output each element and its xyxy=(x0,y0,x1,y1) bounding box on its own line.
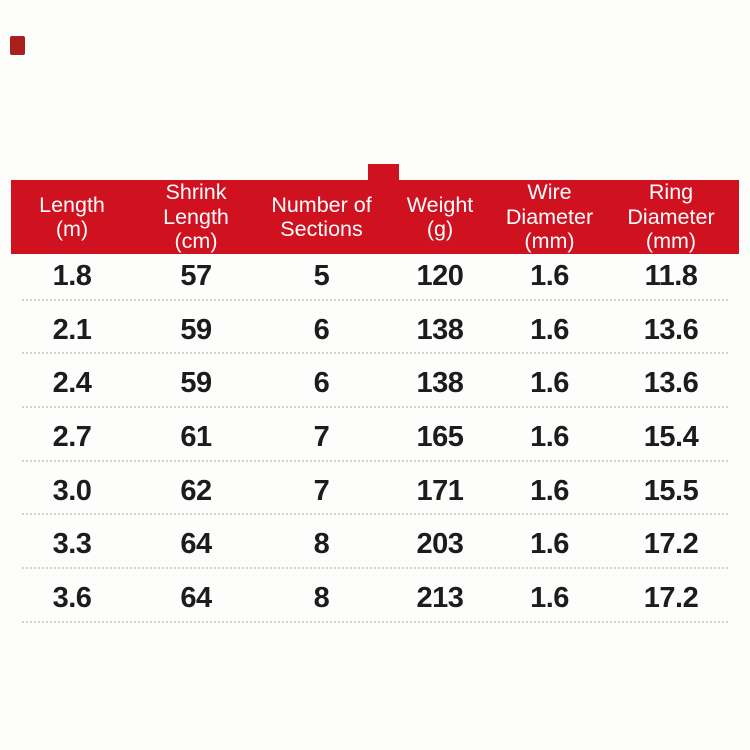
table-cell: 57 xyxy=(180,259,212,292)
table-cell: 138 xyxy=(416,313,464,346)
table-header-row: Length (m) Shrink Length (cm) Number of … xyxy=(11,180,739,254)
table-cell: 7 xyxy=(313,420,330,453)
table-cell: 59 xyxy=(180,313,212,346)
col-header-line: (g) xyxy=(426,217,454,241)
table-row: 2.1 59 6 138 1.6 13.6 xyxy=(11,301,739,353)
table-cell: 64 xyxy=(180,581,212,614)
col-header-line: Number of xyxy=(271,192,372,217)
col-header-line: Ring xyxy=(648,180,694,205)
row-separator xyxy=(22,459,728,462)
table-cell: 1.6 xyxy=(530,313,569,346)
red-dot-artifact xyxy=(10,36,25,55)
table-row: 3.0 62 7 171 1.6 15.5 xyxy=(11,462,739,514)
col-header-line: Length xyxy=(39,192,105,217)
col-header-ring-diameter: Ring Diameter (mm) xyxy=(603,180,739,254)
table-row: 3.3 64 8 203 1.6 17.2 xyxy=(11,515,739,567)
table-cell: 64 xyxy=(180,528,212,561)
col-header-line: Diameter xyxy=(627,204,715,229)
col-header-line: (m) xyxy=(55,217,89,241)
table-cell: 7 xyxy=(313,474,330,507)
table-cell: 1.6 xyxy=(530,420,569,453)
col-header-line: Sections xyxy=(280,217,363,241)
table-cell: 1.6 xyxy=(530,259,569,292)
table-row: 2.4 59 6 138 1.6 13.6 xyxy=(11,354,739,406)
table-cell: 13.6 xyxy=(643,313,699,346)
table-row: 2.7 61 7 165 1.6 15.4 xyxy=(11,408,739,460)
table-cell: 13.6 xyxy=(643,367,699,400)
table-cell: 62 xyxy=(180,474,212,507)
col-header-line: (mm) xyxy=(524,229,575,254)
col-header-line: Length xyxy=(163,204,229,229)
row-separator xyxy=(22,298,728,301)
table-cell: 1.6 xyxy=(530,528,569,561)
table-cell: 6 xyxy=(313,313,330,346)
table-cell: 171 xyxy=(416,474,464,507)
table-cell: 2.7 xyxy=(52,420,92,453)
col-header-sections: Number of Sections xyxy=(259,193,384,242)
table-body: 1.8 57 5 120 1.6 11.8 2.1 59 6 138 1.6 1… xyxy=(11,247,739,623)
row-separator xyxy=(22,352,728,355)
col-header-line: (mm) xyxy=(645,229,697,254)
col-header-line: (cm) xyxy=(174,229,218,254)
table-cell: 138 xyxy=(416,367,464,400)
col-header-line: Wire xyxy=(527,180,572,205)
table-cell: 61 xyxy=(180,420,212,453)
table-cell: 2.1 xyxy=(52,313,92,346)
table-cell: 2.4 xyxy=(52,367,92,400)
table-cell: 15.5 xyxy=(643,474,699,507)
col-header-line: Weight xyxy=(406,192,474,217)
table-cell: 203 xyxy=(416,528,464,561)
table-row: 3.6 64 8 213 1.6 17.2 xyxy=(11,569,739,621)
table-cell: 3.3 xyxy=(52,528,92,561)
table-cell: 1.6 xyxy=(530,474,569,507)
table-cell: 5 xyxy=(313,259,330,292)
table-cell: 17.2 xyxy=(643,528,699,561)
col-header-shrink-length: Shrink Length (cm) xyxy=(133,180,259,254)
table-cell: 8 xyxy=(313,581,330,614)
col-header-line: Shrink xyxy=(165,180,227,205)
table-cell: 17.2 xyxy=(643,581,699,614)
table-cell: 213 xyxy=(416,581,464,614)
table-cell: 11.8 xyxy=(644,259,698,292)
table-cell: 3.6 xyxy=(52,581,92,614)
table-row: 1.8 57 5 120 1.6 11.8 xyxy=(11,247,739,299)
table-cell: 15.4 xyxy=(643,420,699,453)
table-cell: 1.8 xyxy=(52,259,92,292)
row-separator xyxy=(22,620,728,623)
row-separator xyxy=(22,406,728,409)
col-header-wire-diameter: Wire Diameter (mm) xyxy=(496,180,603,254)
table-cell: 165 xyxy=(416,420,464,453)
row-separator xyxy=(22,513,728,516)
table-cell: 59 xyxy=(180,367,212,400)
table-cell: 1.6 xyxy=(530,367,569,400)
table-cell: 3.0 xyxy=(52,474,92,507)
table-cell: 6 xyxy=(313,367,330,400)
table-cell: 1.6 xyxy=(530,581,569,614)
col-header-length: Length (m) xyxy=(11,193,133,242)
col-header-line: Diameter xyxy=(505,204,594,229)
row-separator xyxy=(22,567,728,570)
table-cell: 120 xyxy=(416,259,464,292)
col-header-weight: Weight (g) xyxy=(384,193,496,242)
table-cell: 8 xyxy=(313,528,330,561)
